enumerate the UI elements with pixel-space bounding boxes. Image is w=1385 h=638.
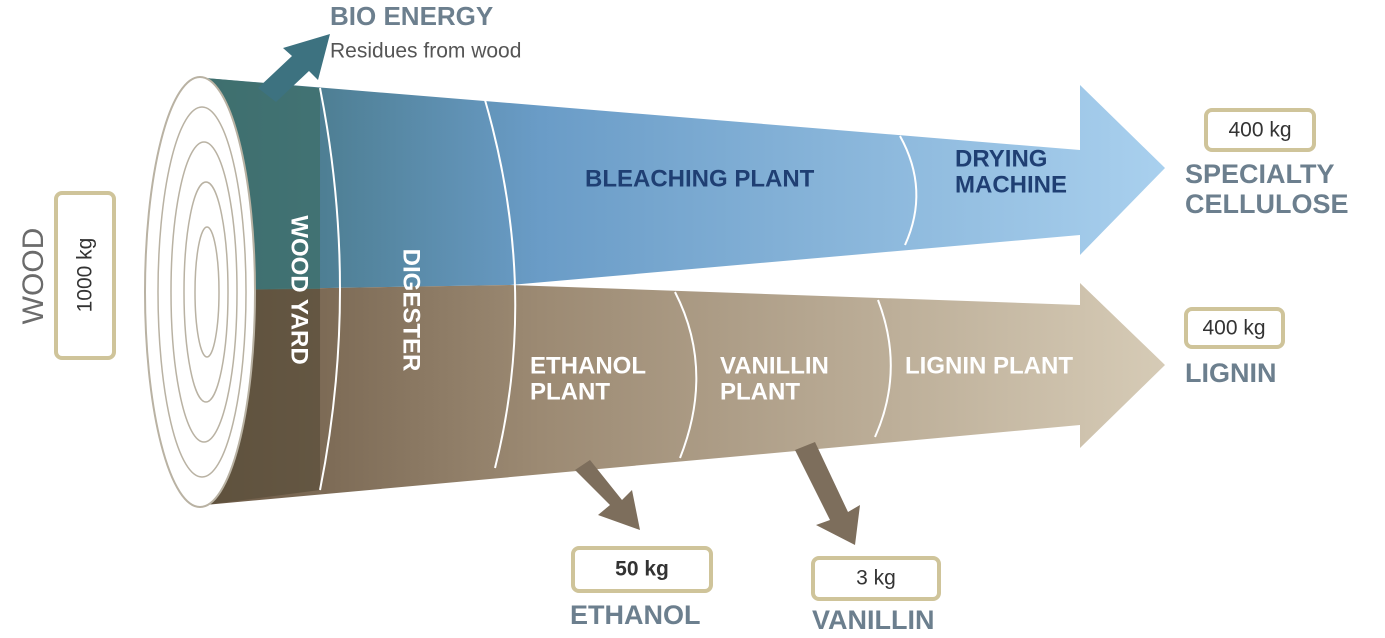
diagram: WOOD 1000 kg BIO ENERGY Residues from wo… (0, 0, 1385, 638)
stage-label: PLANT (530, 378, 610, 405)
output-amount: 400 kg (1202, 317, 1265, 340)
stage-label: BLEACHING PLANT (585, 165, 815, 192)
output-amount: 3 kg (856, 567, 896, 590)
byproduct-subtitle: Residues from wood (330, 40, 521, 63)
output-amount: 50 kg (615, 558, 669, 581)
input-amount: 1000 kg (74, 238, 97, 313)
output-name: CELLULOSE (1185, 189, 1349, 219)
stage-label: PLANT (720, 378, 800, 405)
output-name: ETHANOL (570, 600, 701, 630)
stage-label: DRYING (955, 145, 1047, 172)
log-face (145, 77, 255, 507)
output-name: LIGNIN (1185, 358, 1277, 388)
output-name: VANILLIN (812, 605, 935, 635)
stage-label: WOOD YARD (286, 215, 313, 364)
vanillin-arrow (795, 442, 860, 545)
byproduct-title: BIO ENERGY (330, 1, 493, 31)
ethanol-arrow (575, 460, 640, 530)
output-name: SPECIALTY (1185, 159, 1335, 189)
stage-label: DIGESTER (398, 249, 425, 372)
stage-label: MACHINE (955, 171, 1067, 198)
output-amount: 400 kg (1228, 119, 1291, 142)
stage-label: ETHANOL (530, 352, 646, 379)
input-label: WOOD (17, 228, 50, 325)
stage-label: LIGNIN PLANT (905, 352, 1073, 379)
stage-label: VANILLIN (720, 352, 829, 379)
